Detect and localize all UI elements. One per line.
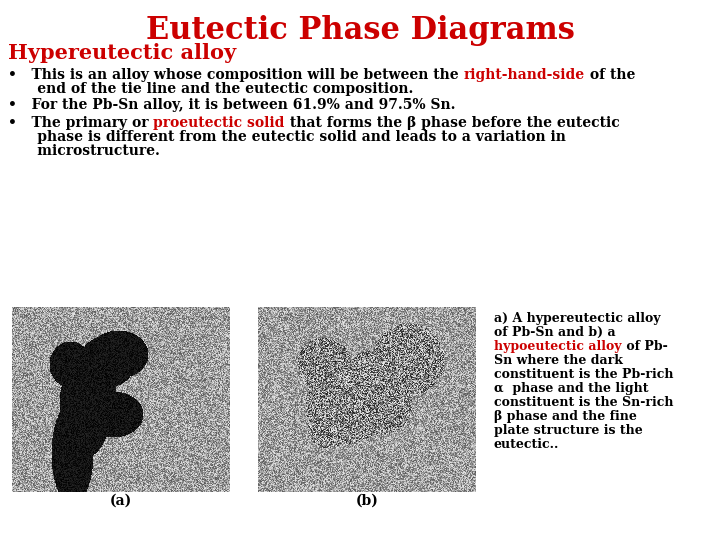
Text: eutectic..: eutectic.. [494, 438, 559, 451]
Text: (a): (a) [110, 494, 132, 508]
Text: hypoeutectic alloy: hypoeutectic alloy [494, 340, 621, 353]
Text: β phase and the fine: β phase and the fine [494, 410, 637, 423]
Text: that forms the β phase before the eutectic: that forms the β phase before the eutect… [284, 116, 619, 130]
Text: microstructure.: microstructure. [8, 144, 160, 158]
Text: of Pb-: of Pb- [621, 340, 667, 353]
Text: proeutectic solid: proeutectic solid [153, 116, 284, 130]
Text: right-hand-side: right-hand-side [464, 68, 585, 82]
Text: •   For the Pb-Sn alloy, it is between 61.9% and 97.5% Sn.: • For the Pb-Sn alloy, it is between 61.… [8, 98, 456, 112]
Text: •   This is an alloy whose composition will be between the: • This is an alloy whose composition wil… [8, 68, 464, 82]
Text: Eutectic Phase Diagrams: Eutectic Phase Diagrams [145, 15, 575, 46]
Text: end of the tie line and the eutectic composition.: end of the tie line and the eutectic com… [8, 82, 413, 96]
Text: constituent is the Sn-rich: constituent is the Sn-rich [494, 396, 673, 409]
Text: of the: of the [585, 68, 635, 82]
Text: plate structure is the: plate structure is the [494, 424, 643, 437]
Text: phase is different from the eutectic solid and leads to a variation in: phase is different from the eutectic sol… [8, 130, 566, 144]
Text: α  phase and the light: α phase and the light [494, 382, 649, 395]
Text: (b): (b) [356, 494, 379, 508]
Text: constituent is the Pb-rich: constituent is the Pb-rich [494, 368, 673, 381]
Text: Sn where the dark: Sn where the dark [494, 354, 623, 367]
Text: •   The primary or: • The primary or [8, 116, 153, 130]
Text: a) A hypereutectic alloy: a) A hypereutectic alloy [494, 312, 660, 325]
Text: of Pb-Sn and b) a: of Pb-Sn and b) a [494, 326, 616, 339]
Text: Hypereutectic alloy: Hypereutectic alloy [8, 43, 236, 63]
